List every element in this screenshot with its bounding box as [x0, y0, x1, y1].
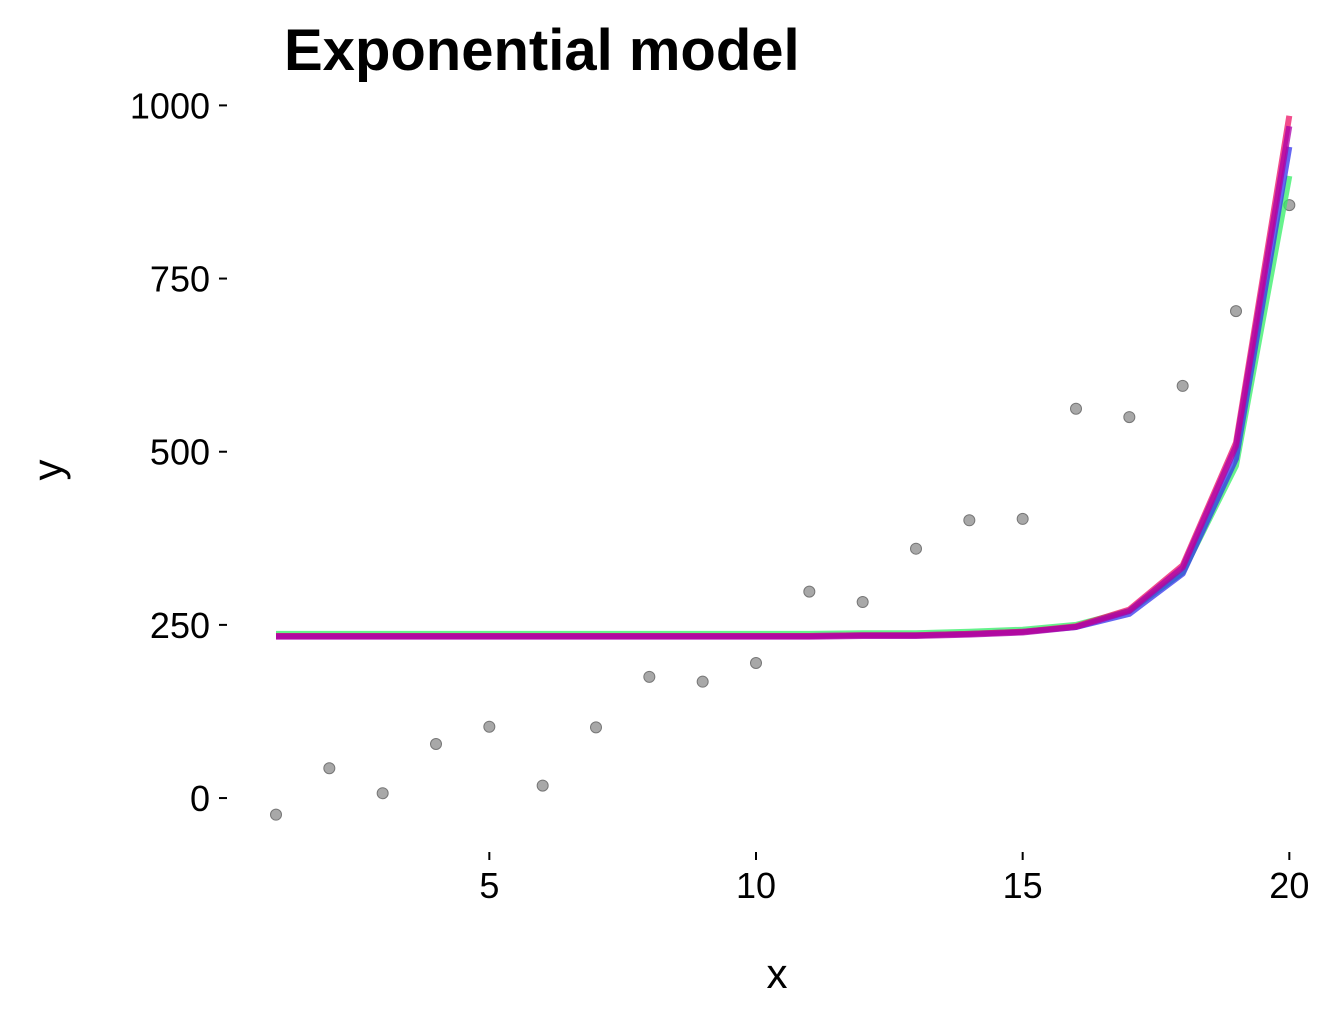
- data-point: [696, 675, 709, 688]
- data-point: [376, 787, 389, 800]
- series-line: [276, 125, 1293, 640]
- series-line: [276, 175, 1293, 637]
- series-line: [276, 115, 1293, 639]
- fitted-lines: [276, 115, 1293, 640]
- x-tick-label: 10: [736, 865, 776, 906]
- data-point: [910, 542, 922, 555]
- data-point: [323, 762, 336, 775]
- x-tick-label: 5: [479, 865, 499, 906]
- x-axis-title: x: [767, 950, 788, 997]
- data-point: [1230, 305, 1242, 318]
- data-point: [590, 721, 602, 734]
- data-point: [643, 670, 656, 683]
- data-point: [483, 720, 496, 733]
- y-axis-title: y: [24, 460, 71, 481]
- x-tick-label: 20: [1269, 865, 1309, 906]
- data-point: [270, 808, 282, 821]
- data-point: [1176, 379, 1189, 392]
- y-tick-label: 1000: [130, 85, 210, 126]
- data-point: [1016, 512, 1029, 525]
- y-tick-label: 500: [150, 432, 210, 473]
- data-point: [1123, 411, 1136, 424]
- y-tick-label: 750: [150, 259, 210, 300]
- y-axis: 0 250 500 750 1000: [130, 85, 227, 819]
- x-axis: 5 10 15 20: [479, 852, 1309, 906]
- data-point: [1070, 402, 1082, 415]
- data-point: [803, 585, 816, 598]
- series-line: [276, 146, 1293, 639]
- y-tick-label: 250: [150, 605, 210, 646]
- y-tick-label: 0: [190, 778, 210, 819]
- data-points: [270, 199, 1296, 821]
- data-point: [750, 656, 762, 669]
- chart-title: Exponential model: [284, 18, 800, 83]
- data-point: [963, 514, 976, 527]
- data-point: [536, 779, 549, 792]
- data-point: [430, 738, 442, 751]
- x-tick-label: 15: [1003, 865, 1043, 906]
- data-point: [856, 596, 869, 609]
